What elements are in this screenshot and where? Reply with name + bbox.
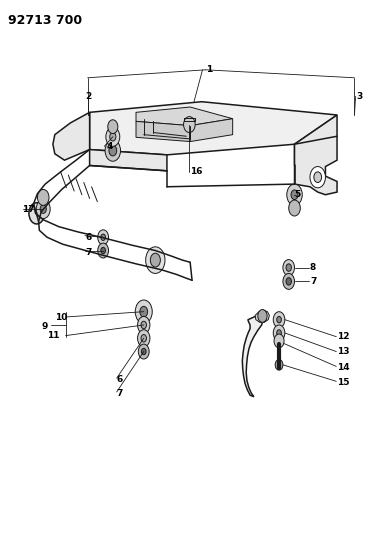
Circle shape [37,189,49,205]
Text: 9: 9 [41,321,48,330]
Circle shape [98,230,109,245]
Text: 14: 14 [337,363,350,372]
Text: 8: 8 [310,263,316,272]
Circle shape [310,166,326,188]
Circle shape [105,140,121,161]
Circle shape [135,300,152,324]
Circle shape [98,243,109,258]
Text: 2: 2 [86,92,92,101]
Circle shape [106,127,120,147]
Circle shape [286,278,291,285]
Circle shape [141,321,146,329]
Text: 5: 5 [294,190,301,199]
Polygon shape [294,115,337,165]
Text: 10: 10 [55,312,67,321]
Text: 7: 7 [86,248,92,257]
Circle shape [287,184,302,205]
Text: 6: 6 [86,233,92,242]
Text: 7: 7 [117,389,123,398]
Circle shape [258,310,267,322]
Circle shape [291,190,298,199]
Circle shape [138,317,150,334]
Polygon shape [190,119,233,142]
Text: 4: 4 [107,142,113,151]
Circle shape [141,349,146,355]
Text: 11: 11 [47,331,60,340]
Text: 6: 6 [117,375,123,384]
Polygon shape [90,150,167,171]
Polygon shape [242,316,263,397]
Polygon shape [53,112,90,160]
Text: 7: 7 [310,277,316,286]
Circle shape [36,199,50,219]
Circle shape [277,330,281,336]
Circle shape [40,205,46,213]
Circle shape [286,264,291,271]
Circle shape [138,330,150,347]
Circle shape [274,334,284,348]
Polygon shape [136,107,233,126]
Circle shape [277,317,281,323]
Circle shape [141,335,146,342]
Circle shape [314,172,322,182]
Text: 17: 17 [22,205,35,214]
Polygon shape [90,102,337,155]
Circle shape [139,344,149,359]
Text: 92713 700: 92713 700 [9,14,83,27]
Circle shape [273,325,285,341]
Text: 3: 3 [356,92,363,101]
Circle shape [283,260,294,276]
Circle shape [108,120,118,134]
Text: 13: 13 [337,347,350,356]
Polygon shape [136,122,190,142]
Circle shape [184,117,195,133]
Text: 12: 12 [337,332,350,341]
Text: 1: 1 [206,66,212,74]
Circle shape [101,234,106,240]
Circle shape [29,203,44,224]
Circle shape [140,306,147,317]
Circle shape [289,200,300,216]
Circle shape [283,273,294,289]
Circle shape [110,133,116,141]
Circle shape [146,247,165,273]
Circle shape [101,247,106,254]
Polygon shape [255,310,269,322]
Circle shape [273,312,285,328]
Circle shape [275,360,283,370]
Circle shape [150,253,160,267]
Text: 16: 16 [190,167,203,176]
Text: 15: 15 [337,378,350,387]
Polygon shape [294,136,337,195]
Circle shape [109,146,117,156]
